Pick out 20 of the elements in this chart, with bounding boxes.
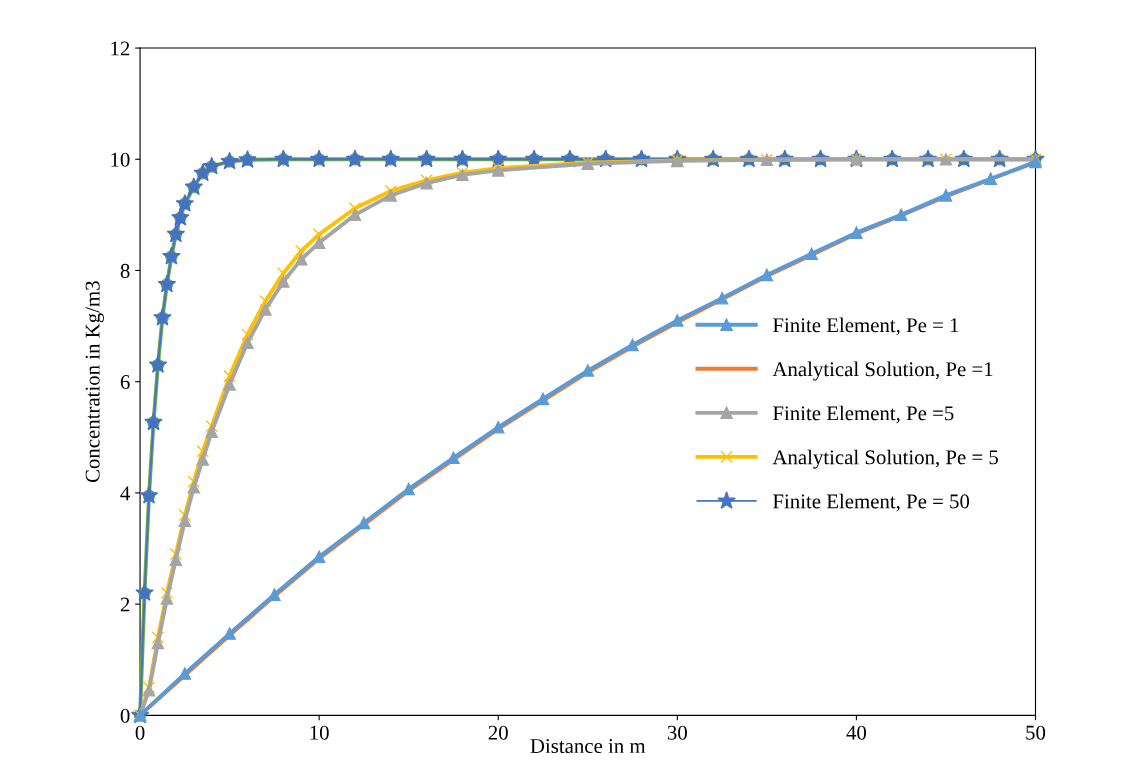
y-tick-label: 0 [120,708,130,723]
legend-label: Analytical Solution, Pe =1 [772,361,993,381]
x-tick-label: 0 [135,725,145,740]
y-tick-label: 2 [120,597,130,612]
y-axis-title: Concentration in Kg/m3 [85,281,104,483]
y-tick-label: 12 [111,41,130,56]
y-tick-label: 10 [111,152,130,167]
x-tick-label: 10 [310,725,329,740]
y-tick-label: 8 [120,263,130,278]
x-tick-label: 50 [1026,725,1046,740]
y-tick-label: 4 [120,486,131,501]
y-tick-label: 6 [120,375,130,390]
legend-label: Finite Element, Pe = 1 [773,317,959,336]
legend-label: Finite Element, Pe = 50 [773,493,970,512]
legend-label: Finite Element, Pe =5 [773,405,954,424]
legend-label: Analytical Solution, Pe = 5 [772,449,999,469]
x-tick-label: 20 [488,725,508,740]
x-axis-title: Distance in m [530,739,646,754]
x-tick-label: 40 [846,725,867,740]
x-tick-label: 30 [667,725,687,740]
